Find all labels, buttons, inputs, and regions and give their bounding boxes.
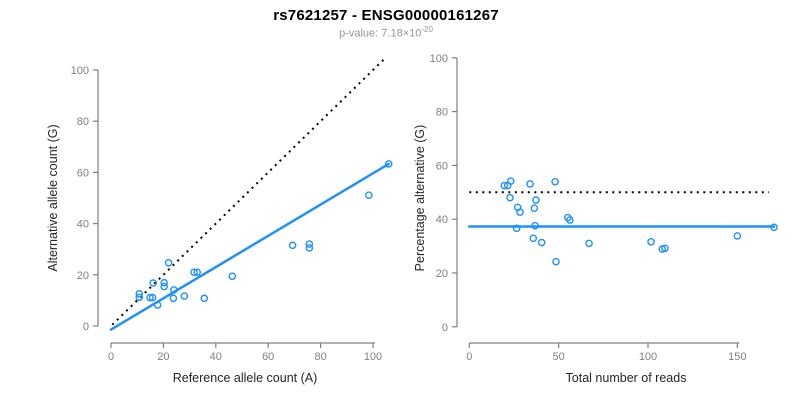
data-point	[384, 160, 393, 168]
data-point	[160, 282, 168, 291]
y-tick-label: 0	[442, 322, 448, 334]
data-point	[146, 293, 154, 302]
y-tick-label: 60	[436, 160, 448, 172]
y-tick-label: 100	[71, 65, 89, 77]
data-point	[516, 208, 524, 217]
data-point	[135, 289, 144, 298]
x-tick-label: 150	[728, 351, 746, 363]
data-point	[566, 216, 574, 224]
data-point	[305, 244, 314, 252]
data-point	[190, 268, 198, 277]
y-tick-label: 80	[436, 107, 448, 119]
x-tick-label: 80	[314, 351, 326, 363]
plot-subtitle: p-value: 7.18×10-20	[0, 25, 772, 40]
pvalue-exponent: -20	[421, 25, 433, 34]
data-point	[552, 257, 560, 266]
data-point	[551, 178, 559, 186]
data-point	[506, 193, 514, 202]
x-tick-label: 100	[364, 351, 382, 363]
data-point	[288, 241, 297, 250]
data-point	[512, 224, 521, 233]
plot-title: rs7621257 - ENSG00000161267	[273, 7, 499, 24]
data-point	[305, 240, 314, 248]
data-point	[770, 223, 778, 232]
pvalue-prefix: p-value:	[339, 27, 382, 40]
y-tick-label: 40	[77, 219, 89, 231]
data-point	[153, 301, 162, 309]
data-point	[585, 239, 593, 248]
y-tick-label: 100	[430, 53, 448, 65]
y-axis-title: Alternative allele count (G)	[46, 124, 60, 271]
data-point	[506, 177, 515, 185]
x-tick-label: 20	[157, 351, 169, 363]
data-point	[148, 293, 157, 302]
data-point	[169, 294, 178, 303]
data-point	[733, 232, 742, 240]
data-point	[200, 294, 209, 303]
data-point	[531, 221, 539, 230]
pvalue-mantissa: 7.18×10	[381, 27, 422, 40]
data-point	[526, 180, 534, 188]
data-point	[537, 238, 546, 247]
data-point	[228, 272, 237, 281]
y-tick-label: 40	[436, 214, 448, 226]
data-point	[532, 196, 540, 204]
y-tick-label: 0	[83, 321, 89, 333]
data-point	[180, 292, 189, 300]
dotted-reference-line	[111, 56, 387, 326]
y-tick-label: 20	[436, 268, 448, 280]
data-point	[160, 278, 168, 287]
y-axis-title: Percentage alternative (G)	[413, 125, 427, 272]
data-point	[164, 258, 173, 267]
x-tick-label: 0	[108, 351, 114, 363]
data-point	[149, 279, 157, 287]
data-point	[530, 204, 539, 212]
data-point	[365, 191, 373, 199]
data-point	[193, 268, 201, 277]
data-point	[529, 234, 538, 243]
x-axis-title: Reference allele count (A)	[173, 371, 318, 385]
y-tick-label: 20	[77, 270, 89, 282]
x-tick-label: 0	[466, 351, 472, 363]
x-tick-label: 100	[639, 351, 657, 363]
data-point	[135, 293, 144, 302]
x-tick-label: 60	[262, 351, 274, 363]
x-tick-label: 50	[553, 351, 565, 363]
data-point	[647, 237, 655, 246]
fit-line	[109, 162, 390, 331]
data-point	[661, 244, 669, 253]
x-tick-label: 40	[210, 351, 222, 363]
x-axis-title: Total number of reads	[566, 371, 687, 385]
y-tick-label: 60	[77, 167, 89, 179]
y-tick-label: 80	[77, 116, 89, 128]
data-point	[170, 286, 178, 294]
data-point	[500, 181, 509, 190]
